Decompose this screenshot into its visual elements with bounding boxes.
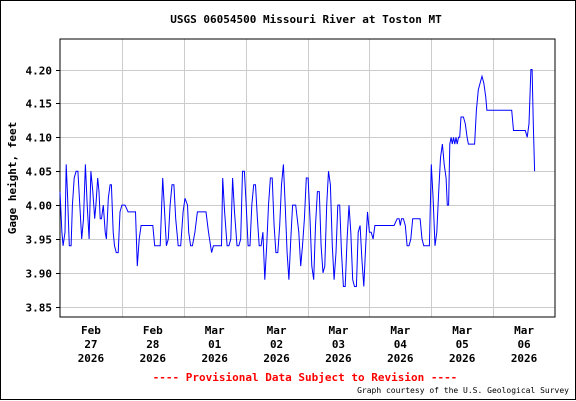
x-tick-label-month: Mar [514, 324, 534, 337]
x-tick-label-year: 2026 [78, 352, 105, 365]
x-tick-label-month: Mar [329, 324, 349, 337]
y-tick-label: 3.90 [26, 268, 53, 281]
y-axis-label: Gage height, feet [6, 122, 19, 235]
plot-border [59, 38, 556, 318]
x-tick-label-month: Feb [143, 324, 163, 337]
x-tick-label-year: 2026 [325, 352, 352, 365]
y-tick-label: 4.20 [26, 65, 53, 78]
x-axis-ticks: Feb272026Feb282026Mar012026Mar022026Mar0… [78, 324, 538, 365]
grid-lines [60, 39, 555, 317]
x-tick-label-day: 01 [208, 338, 222, 351]
plot-area [59, 38, 556, 318]
chart-title: USGS 06054500 Missouri River at Toston M… [170, 13, 442, 26]
x-tick-label-month: Mar [452, 324, 472, 337]
x-tick-label-day: 06 [517, 338, 531, 351]
y-tick-label: 3.95 [26, 234, 53, 247]
y-tick-label: 4.05 [26, 166, 53, 179]
x-tick-label-day: 28 [146, 338, 159, 351]
x-tick-label-month: Mar [205, 324, 225, 337]
y-tick-label: 4.00 [26, 200, 53, 213]
x-tick-label-day: 27 [84, 338, 97, 351]
x-tick-label-year: 2026 [263, 352, 290, 365]
x-tick-label-year: 2026 [387, 352, 414, 365]
usgs-credit: Graph courtesy of the U.S. Geological Su… [357, 386, 569, 395]
x-tick-label-day: 04 [394, 338, 408, 351]
gage-height-series-line [59, 69, 536, 287]
provisional-data-notice: ---- Provisional Data Subject to Revisio… [153, 371, 458, 384]
x-tick-label-month: Mar [267, 324, 287, 337]
x-tick-label-day: 03 [332, 338, 345, 351]
x-tick-label-year: 2026 [201, 352, 228, 365]
y-tick-label: 4.15 [26, 98, 53, 111]
y-axis-ticks: 4.20 4.15 4.10 4.05 4.00 3.95 3.90 3.85 [26, 65, 60, 315]
x-tick-label-day: 02 [270, 338, 283, 351]
y-tick-label: 4.10 [26, 132, 53, 145]
x-tick-label-year: 2026 [140, 352, 167, 365]
x-tick-label-month: Mar [390, 324, 410, 337]
x-tick-label-year: 2026 [449, 352, 476, 365]
x-tick-label-month: Feb [81, 324, 101, 337]
y-tick-label: 3.85 [26, 302, 53, 315]
x-tick-label-day: 05 [456, 338, 469, 351]
x-tick-label-year: 2026 [511, 352, 538, 365]
